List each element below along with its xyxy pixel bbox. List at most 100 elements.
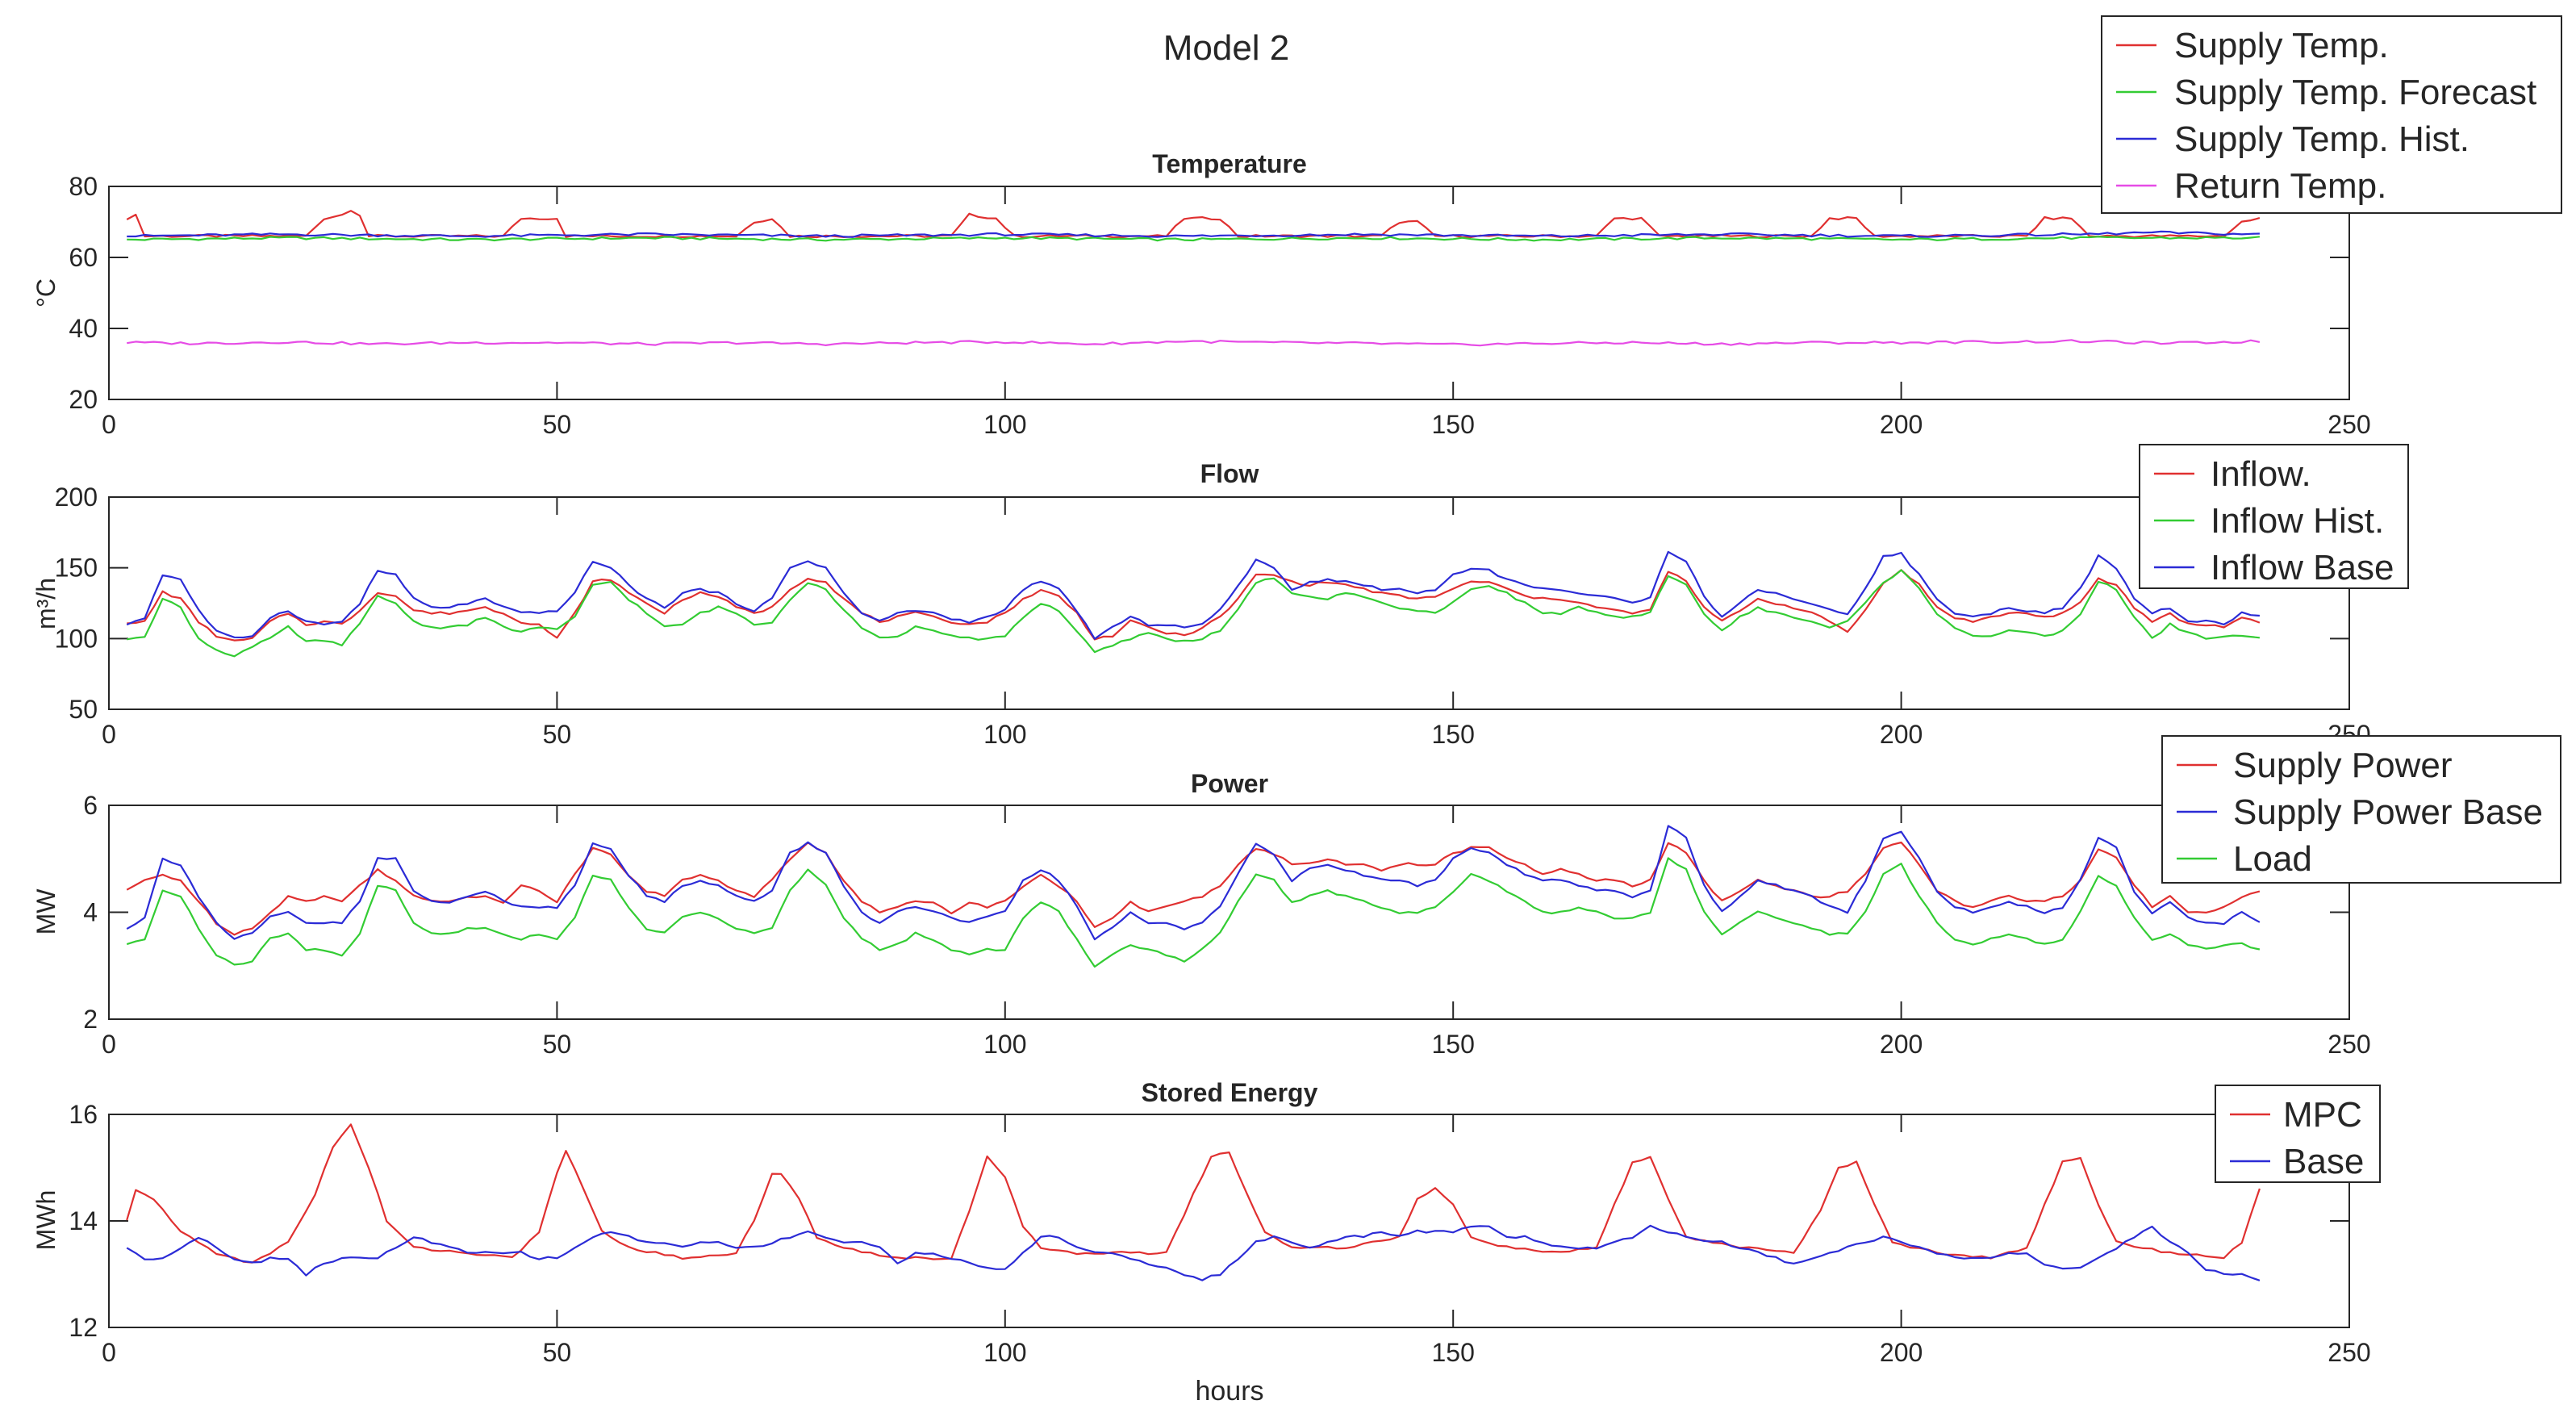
stored-energy-legend-entries: MPC Base [2230,1095,2364,1181]
power-series-load [126,857,2261,968]
power-legend-entries: Supply Power Supply Power Base Load [2177,746,2543,879]
power-legend[interactable]: Supply Power Supply Power Base Load [2161,735,2561,884]
temperature-x-tick-label: 250 [2328,410,2370,439]
temperature-axes-box [108,186,2350,400]
flow-legend[interactable]: Inflow. Inflow Hist. Inflow Base [2139,444,2409,589]
power-y-tick-label: 4 [83,898,98,927]
power-y-ticks: 2 4 6 [83,791,2349,1034]
temperature-y-axis-label: °C [31,278,61,307]
power-x-ticks: 0 50 100 150 200 250 [102,805,2371,1059]
temperature-legend[interactable]: Supply Temp. Supply Temp. Forecast Supply … [2101,15,2562,214]
power-y-axis-label: MW [31,888,61,935]
temperature-x-tick-label: 150 [1432,410,1475,439]
power-legend-box [2161,735,2561,884]
power-x-tick-label: 200 [1880,1030,1923,1059]
flow-legend-label-inflow-hist: Inflow Hist. [2211,501,2384,541]
flow-y-tick-label: 100 [55,624,98,653]
stored-energy-x-ticks: 0 50 100 150 200 250 [102,1114,2371,1367]
power-panel-title: Power [1191,769,1268,798]
stored-energy-x-tick-label: 250 [2328,1338,2370,1367]
stored-energy-x-tick-label: 0 [102,1338,116,1367]
stored-energy-x-tick-label: 200 [1880,1338,1923,1367]
stored-energy-y-axis-label: MWh [31,1190,61,1251]
flow-legend-label-inflow-base: Inflow Base [2211,548,2394,587]
flow-series-inflow-hist [127,569,2261,658]
stored-energy-y-ticks: 12 14 16 [69,1100,2349,1342]
stored-energy-panel-title: Stored Energy [1142,1078,1318,1107]
flow-x-tick-label: 200 [1880,720,1923,749]
power-x-tick-label: 150 [1432,1030,1475,1059]
temperature-y-ticks: 20 40 60 80 [69,172,2349,414]
power-legend-label-supply-power-base: Supply Power Base [2233,792,2543,832]
flow-x-tick-label: 100 [983,720,1026,749]
stored-energy-legend-label-mpc: MPC [2283,1095,2362,1135]
temperature-legend-label-supply-temp-forecast: Supply Temp. Forecast [2174,73,2536,112]
stored-energy-axes-box [108,1114,2350,1328]
flow-x-tick-label: 50 [543,720,572,749]
power-y-tick-label: 2 [83,1005,98,1034]
flow-y-ticks: 50 100 150 200 [55,483,2349,724]
stored-energy-panel: Stored Energy MWh 0 50 100 150 200 250 12 14 16 [31,1078,2371,1367]
temperature-x-tick-label: 50 [543,410,572,439]
flow-series-inflow-base [126,550,2260,640]
flow-y-tick-label: 150 [55,554,98,583]
temperature-panel: Temperature °C 0 50 100 150 200 250 20 40 60 80 [31,149,2371,439]
temperature-series-supply-temp-forecast [127,236,2261,242]
power-series-layer [126,825,2261,968]
power-legend-label-supply-power: Supply Power [2233,746,2452,785]
flow-legend-label-inflow: Inflow. [2211,454,2311,494]
power-series-supply-power-base [126,825,2261,941]
flow-x-tick-label: 150 [1432,720,1475,749]
temperature-y-tick-label: 40 [69,314,98,343]
flow-legend-box [2139,444,2409,589]
flow-panel-title: Flow [1200,459,1259,488]
flow-legend-entries: Inflow. Inflow Hist. Inflow Base [2154,454,2394,587]
flow-y-tick-label: 200 [55,483,98,512]
stored-energy-x-tick-label: 100 [983,1338,1026,1367]
temperature-x-ticks: 0 50 100 150 200 250 [102,186,2371,439]
temperature-series-supply-temp-hist [127,230,2260,238]
stored-energy-series-base [126,1224,2261,1281]
stored-energy-x-tick-label: 150 [1432,1338,1475,1367]
stored-energy-y-tick-label: 12 [69,1313,98,1342]
temperature-y-tick-label: 80 [69,172,98,201]
temperature-series-return-temp [127,339,2261,347]
stored-energy-legend[interactable]: MPC Base [2215,1085,2381,1183]
stored-energy-legend-label-base: Base [2283,1142,2364,1181]
power-x-tick-label: 250 [2328,1030,2370,1059]
power-x-tick-label: 100 [983,1030,1026,1059]
flow-x-tick-label: 0 [102,720,116,749]
power-x-tick-label: 0 [102,1030,116,1059]
power-y-tick-label: 6 [83,791,98,820]
flow-y-axis-label: m³/h [31,578,61,629]
stored-energy-y-tick-label: 14 [69,1206,98,1235]
temperature-legend-label-supply-temp: Supply Temp. [2174,26,2389,65]
temperature-panel-title: Temperature [1152,149,1306,178]
stored-energy-x-tick-label: 50 [543,1338,572,1367]
flow-y-tick-label: 50 [69,695,98,724]
figure-title: Model 2 [1163,28,1290,68]
power-panel: Power MW 0 50 100 150 200 250 2 4 6 [31,769,2371,1059]
temperature-x-tick-label: 100 [983,410,1026,439]
temperature-x-tick-label: 200 [1880,410,1923,439]
flow-axes-box [108,496,2350,710]
temperature-series-layer [126,210,2261,347]
power-axes-box [108,805,2350,1020]
temperature-series-supply-temp [126,210,2261,239]
power-series-supply-power [126,841,2261,936]
flow-series-layer [126,550,2261,658]
stored-energy-y-tick-label: 16 [69,1100,98,1129]
temperature-y-tick-label: 20 [69,385,98,414]
power-x-tick-label: 50 [543,1030,572,1059]
temperature-legend-entries: Supply Temp. Supply Temp. Forecast Supply … [2116,26,2536,206]
x-axis-label: hours [1195,1376,1263,1407]
power-legend-label-load: Load [2233,839,2312,879]
temperature-y-tick-label: 60 [69,243,98,272]
temperature-legend-label-supply-temp-hist: Supply Temp. Hist. [2174,119,2470,159]
temperature-x-tick-label: 0 [102,410,116,439]
stored-energy-series-layer [126,1123,2261,1281]
temperature-legend-label-return-temp: Return Temp. [2174,166,2386,206]
stored-energy-legend-box [2215,1085,2381,1183]
